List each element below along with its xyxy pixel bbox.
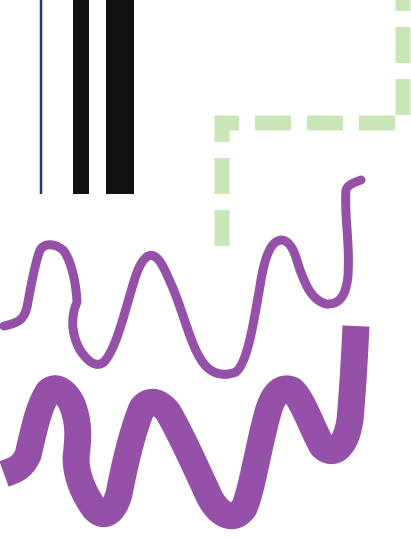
thick-squiggle-line [0,325,370,530]
thick-vertical-bar-left [73,0,89,194]
dashed-corner-frame [214,0,411,246]
thick-vertical-bar-right [106,0,134,194]
thin-squiggle-line [0,175,366,379]
